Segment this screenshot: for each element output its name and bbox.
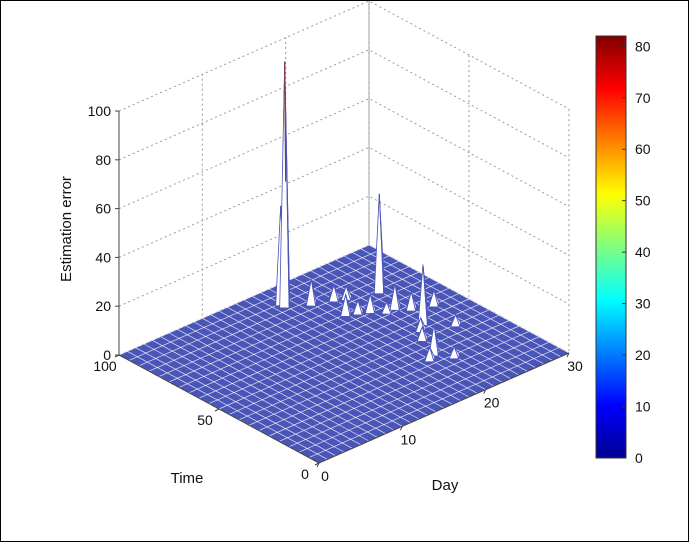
peak-face-right (333, 284, 340, 303)
peak (373, 193, 385, 295)
z-tick-label: 40 (95, 249, 111, 265)
y-tick-label: 0 (301, 466, 309, 482)
y-tick (214, 408, 220, 412)
x-tick (566, 352, 570, 358)
peak-face-right (394, 283, 401, 311)
z-tick-label: 80 (95, 152, 111, 168)
surface-layer (118, 61, 570, 464)
peak (305, 279, 317, 307)
peak-face-right (433, 289, 440, 308)
mesh-line-time (118, 244, 370, 356)
peak (328, 283, 340, 303)
peak-face-right (369, 293, 376, 314)
z-axis-label: Estimation error (58, 176, 75, 282)
peak-face-right (421, 326, 428, 342)
axis-layer (114, 110, 570, 468)
z-gridline (118, 146, 570, 258)
colorbar-tick-label: 0 (635, 450, 643, 466)
mesh-line-time (258, 320, 510, 431)
colorbar-tick-label: 20 (635, 347, 651, 363)
mesh-line-time (158, 266, 410, 377)
x-tick-label: 30 (567, 358, 583, 374)
mesh-line-time (298, 341, 550, 453)
peak (428, 288, 440, 308)
x-axis-line (318, 352, 570, 464)
peak-face-right (386, 301, 393, 315)
peak (352, 299, 364, 316)
peak (450, 313, 462, 328)
colorbar-tick-label: 10 (635, 399, 651, 415)
peak-ridge (284, 61, 287, 182)
peak (448, 345, 461, 360)
colorbar-tick-label: 80 (635, 38, 651, 54)
x-axis-label: Day (432, 477, 459, 494)
mesh-line-time (208, 293, 460, 404)
colorbar-tick-label: 30 (635, 296, 651, 312)
y-tick (314, 462, 320, 466)
peak-face-right (422, 264, 429, 326)
peak-face-right (453, 346, 460, 359)
colorbar: 0 10 20 30 40 50 60 70 80 (595, 35, 651, 466)
peak (389, 283, 401, 311)
peak-face-right (284, 61, 291, 309)
colorbar-tick-label: 40 (635, 244, 651, 260)
z-tick-label: 100 (88, 103, 112, 119)
peak-face-right (420, 317, 427, 333)
mesh-line-time (308, 347, 560, 458)
colorbar-tick-label: 50 (635, 193, 651, 209)
mesh-line-time (138, 255, 390, 367)
x-tick-label: 0 (321, 468, 329, 484)
colorbar-tick-label: 70 (635, 90, 651, 106)
peak-face-right (410, 291, 417, 312)
peak (415, 316, 427, 333)
mesh-line-time (238, 309, 490, 421)
peak-face-right (345, 285, 352, 301)
peak-face-right (429, 347, 436, 362)
mesh-line-time (278, 331, 530, 442)
peak (340, 284, 352, 301)
mesh-line-time (128, 250, 380, 361)
mesh-line-time (288, 336, 540, 448)
peak (416, 325, 428, 342)
colorbar-bar (595, 35, 627, 459)
x-tick (483, 389, 487, 394)
peak (364, 292, 376, 314)
peak (279, 61, 291, 309)
z-gridline (118, 98, 570, 210)
x-tick (399, 426, 403, 431)
z-tick-label: 60 (95, 201, 111, 217)
y-axis-label: Time (171, 470, 204, 487)
mesh-line-time (178, 277, 430, 388)
peak-face-right (433, 324, 440, 357)
peak-face-right (455, 314, 462, 327)
x-tick-label: 10 (401, 431, 417, 447)
z-tick-label: 0 (103, 347, 111, 363)
z-gridline (118, 1, 570, 112)
peak-face-right (357, 300, 364, 316)
peak (381, 300, 393, 315)
peak (340, 292, 352, 317)
peak (405, 290, 417, 312)
peak-face-right (345, 294, 352, 317)
x-tick-label: 20 (484, 395, 500, 411)
mesh-line-time (268, 325, 520, 437)
peak (428, 324, 440, 357)
mesh-line-time (228, 304, 480, 415)
peak-face-right (378, 193, 385, 294)
z-tick-label: 20 (95, 298, 111, 314)
mesh-line-time (248, 314, 500, 426)
label-layer: 0102030050100020406080100DayTimeEstimati… (58, 103, 583, 494)
mesh-line-time (148, 260, 400, 372)
y-tick-label: 100 (93, 358, 117, 374)
peak-face-right (310, 279, 317, 307)
z-gridline (118, 49, 570, 161)
colorbar-tick-label: 60 (635, 141, 651, 157)
y-tick-label: 50 (197, 412, 213, 428)
peak (424, 345, 436, 363)
